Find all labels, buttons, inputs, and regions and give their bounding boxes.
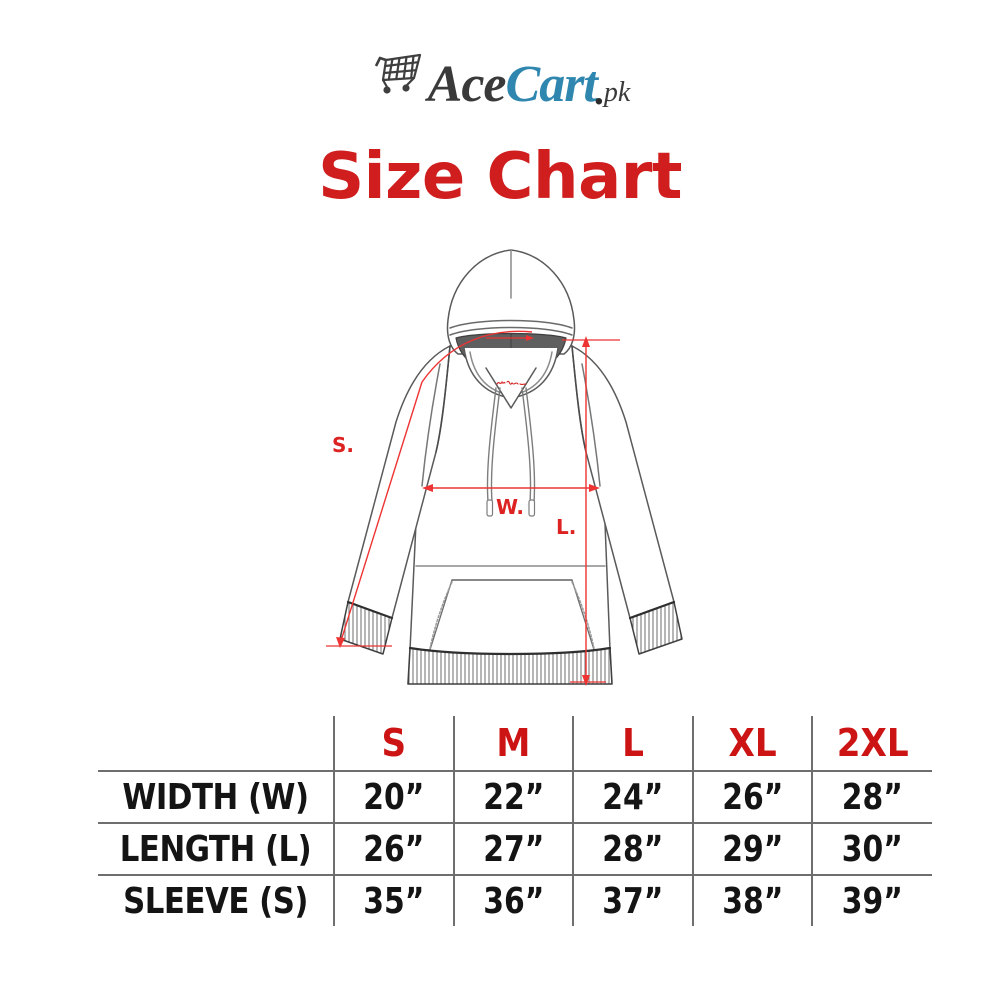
hoodie-illustration: S. W. L. — [300, 236, 720, 712]
row-label-width: WIDTH (W) — [103, 770, 329, 823]
sleeve-measure-label: S. — [332, 433, 354, 457]
cell-sleeve-s: 35” — [337, 874, 449, 926]
size-chart-table: S M L XL 2XL WIDTH (W) 20” 22” 24” 26” 2… — [98, 716, 932, 926]
cell-sleeve-2xl: 39” — [816, 874, 928, 926]
column-header-l: L — [572, 716, 693, 771]
table-corner-cell — [98, 716, 334, 771]
cell-width-2xl: 28” — [816, 770, 928, 823]
column-header-xl: XL — [691, 716, 813, 771]
brand-logo-wrap: Ace Cart . pk — [370, 53, 631, 113]
cell-length-l: 28” — [577, 822, 688, 875]
cell-width-xl: 26” — [696, 770, 808, 823]
table-header-row: S M L XL 2XL — [98, 716, 932, 771]
cell-length-xl: 29” — [696, 822, 808, 875]
brand-dot: . — [593, 68, 604, 113]
cell-width-s: 20” — [337, 770, 449, 823]
cell-width-m: 22” — [457, 770, 569, 823]
brand-name-ace: Ace — [427, 56, 507, 113]
length-measure-label: L. — [556, 515, 576, 539]
shopping-cart-icon — [370, 53, 426, 105]
cell-length-2xl: 30” — [816, 822, 928, 875]
cell-length-m: 27” — [457, 822, 569, 875]
table-row: LENGTH (L) 26” 27” 28” 29” 30” — [98, 822, 932, 875]
brand-tld: pk — [603, 77, 631, 108]
cell-sleeve-xl: 38” — [696, 874, 808, 926]
column-header-2xl: 2XL — [811, 716, 932, 771]
column-header-s: S — [333, 716, 454, 771]
table-row: SLEEVE (S) 35” 36” 37” 38” 39” — [98, 874, 932, 926]
garment-brand-mark — [496, 380, 527, 385]
page-title: Size Chart — [318, 140, 682, 214]
cell-sleeve-m: 36” — [457, 874, 569, 926]
row-label-sleeve: SLEEVE (S) — [103, 874, 329, 926]
table-row: WIDTH (W) 20” 22” 24” 26” 28” — [98, 770, 932, 823]
column-header-m: M — [452, 716, 574, 771]
cell-sleeve-l: 37” — [577, 874, 688, 926]
brand-logo: Ace Cart . pk — [0, 46, 1000, 118]
brand-name-cart: Cart — [505, 56, 598, 113]
cell-length-s: 26” — [337, 822, 449, 875]
cell-width-l: 24” — [577, 770, 688, 823]
width-measure-label: W. — [496, 495, 524, 519]
row-label-length: LENGTH (L) — [103, 822, 329, 875]
